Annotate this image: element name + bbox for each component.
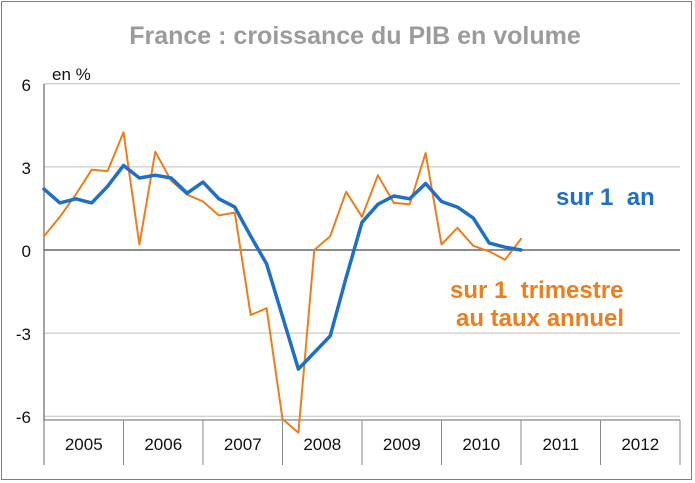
series-label-quarterly-line2: au taux annuel xyxy=(456,305,624,332)
x-tick-label: 2006 xyxy=(144,435,182,454)
x-tick-label: 2012 xyxy=(621,435,659,454)
chart-title: France : croissance du PIB en volume xyxy=(129,22,581,50)
series xyxy=(42,131,523,434)
y-tick-label: -3 xyxy=(16,325,31,344)
x-tick-label: 2010 xyxy=(462,435,500,454)
y-tick-label: 0 xyxy=(22,242,31,261)
x-tick-label: 2007 xyxy=(224,435,262,454)
y-tick-label: 6 xyxy=(22,76,31,95)
x-tick-label: 2005 xyxy=(65,435,103,454)
axes: 6 3 0 -3 -6 2005 2006 2007 2008 2009 2010 2011 2012 xyxy=(16,76,681,465)
x-tick-label: 2008 xyxy=(303,435,341,454)
series-line-annual xyxy=(42,163,523,371)
series-line-quarterly xyxy=(43,131,522,434)
x-tick-label: 2009 xyxy=(383,435,421,454)
grid xyxy=(44,83,680,417)
y-tick-label: -6 xyxy=(16,408,31,427)
series-label-annual: sur 1 an xyxy=(556,184,655,211)
x-tick-label: 2011 xyxy=(542,435,579,454)
y-axis-label: en % xyxy=(52,65,91,84)
series-label-quarterly-line1: sur 1 trimestre xyxy=(450,277,623,304)
y-tick-label: 3 xyxy=(22,159,31,178)
